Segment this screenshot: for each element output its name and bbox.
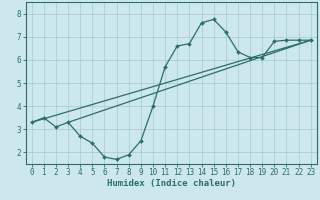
X-axis label: Humidex (Indice chaleur): Humidex (Indice chaleur) — [107, 179, 236, 188]
